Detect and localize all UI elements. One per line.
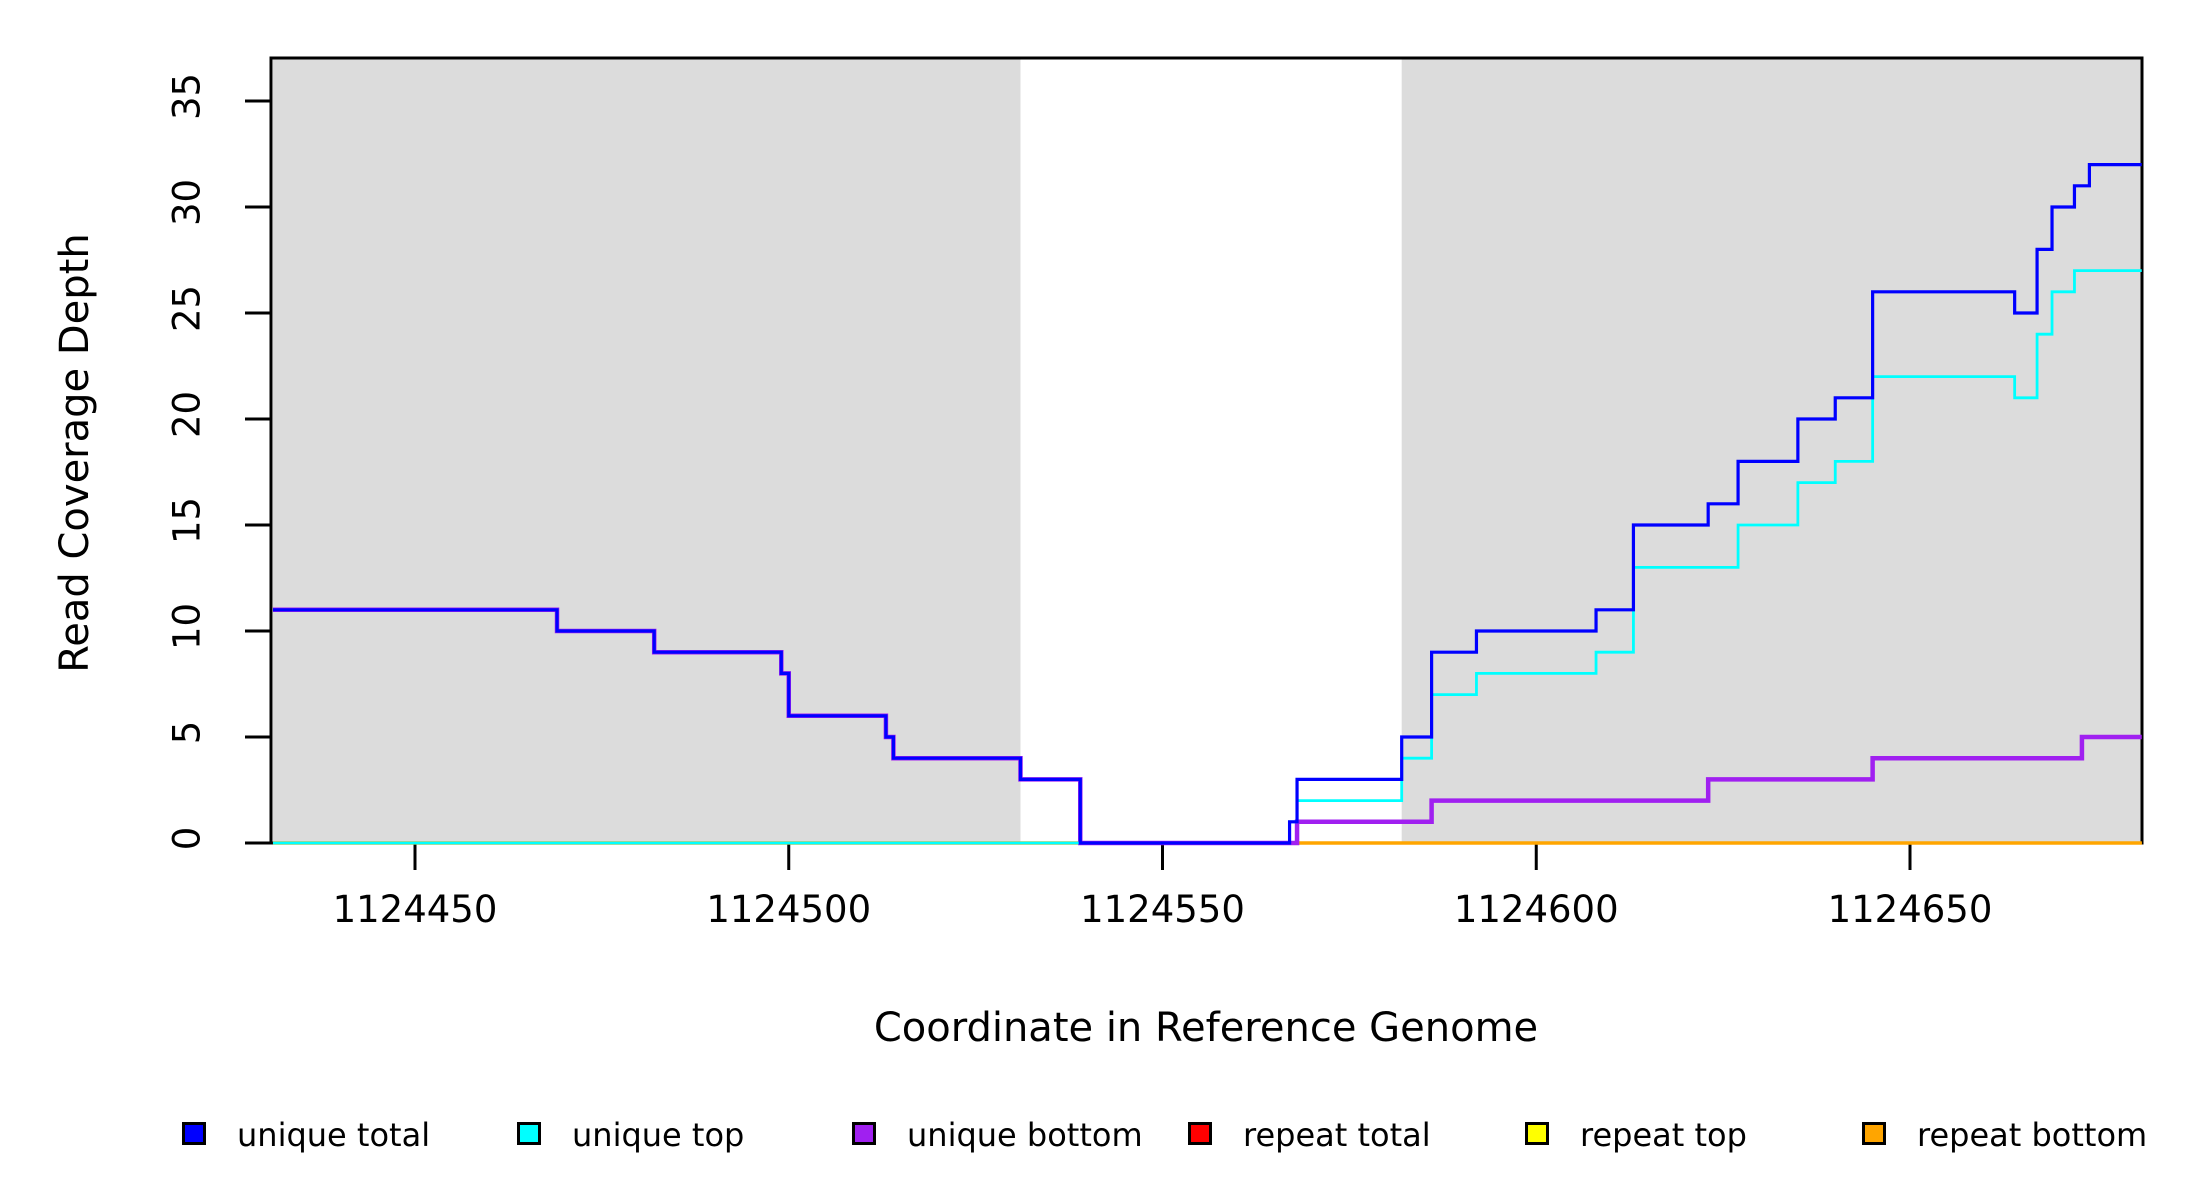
x-tick-label-1124550: 1124550 [1080, 888, 1245, 931]
shaded-region-1 [272, 58, 1021, 843]
y-tick-label-35: 35 [165, 72, 209, 121]
x-tick-label-1124600: 1124600 [1453, 888, 1619, 931]
legend-swatch-unique-bottom [852, 1122, 876, 1145]
legend-swatch-unique-top [517, 1122, 541, 1145]
legend-swatch-repeat-top [1525, 1122, 1549, 1145]
legend-swatch-repeat-bottom [1862, 1122, 1886, 1145]
legend-label-repeat-top: repeat top [1580, 1116, 1747, 1154]
series-unique-total [272, 163, 2142, 845]
x-tick-label-1124650: 1124650 [1827, 888, 1993, 931]
series-unique-top [272, 269, 2142, 845]
legend-label-repeat-bottom: repeat bottom [1917, 1116, 2148, 1154]
legend-swatch-unique-total [182, 1122, 206, 1145]
legend-swatch-repeat-total [1188, 1122, 1212, 1145]
legend-label-repeat-total: repeat total [1243, 1116, 1431, 1154]
x-axis-title: Coordinate in Reference Genome [873, 1005, 1539, 1051]
x-tick-label-1124500: 1124500 [706, 888, 872, 931]
y-axis-title: Read Coverage Depth [52, 233, 98, 673]
x-tick-label-1124450: 1124450 [332, 888, 498, 931]
legend-label-unique-total: unique total [237, 1116, 431, 1154]
legend-label-unique-bottom: unique bottom [907, 1116, 1143, 1154]
shaded-region-2 [1401, 58, 2142, 843]
legend: unique total unique top unique bottom repea… [0, 1110, 2200, 1170]
legend-label-unique-top: unique top [572, 1116, 745, 1154]
